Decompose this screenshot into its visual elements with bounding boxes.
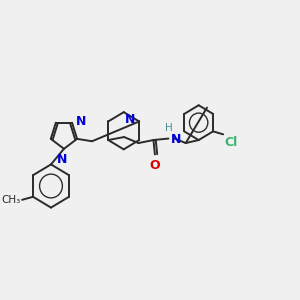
Text: CH₃: CH₃ — [2, 195, 21, 205]
Text: O: O — [150, 159, 160, 172]
Text: N: N — [57, 153, 68, 166]
Text: N: N — [171, 133, 181, 146]
Text: N: N — [125, 112, 136, 125]
Text: N: N — [76, 115, 86, 128]
Text: H: H — [165, 123, 173, 133]
Text: Cl: Cl — [225, 136, 238, 149]
